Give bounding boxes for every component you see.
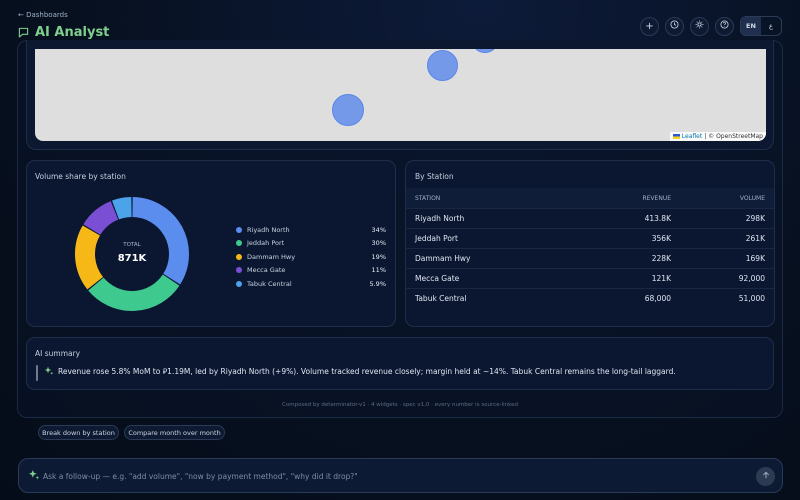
lang-en-button[interactable]: EN — [741, 17, 761, 35]
donut-slice-mecca-gate[interactable] — [83, 201, 119, 236]
legend-value: 34% — [371, 225, 386, 234]
cell-revenue: 68,000 — [644, 294, 671, 303]
legend-value: 11% — [371, 266, 386, 275]
suggestion-chip-compare[interactable]: Compare month over month — [124, 425, 225, 440]
donut-legend: Riyadh North 34% Jeddah Port 30% Dammam … — [236, 223, 386, 291]
donut-slice-riyadh-north[interactable] — [131, 197, 189, 285]
by-station-panel: By Station STATION REVENUE VOLUME Riyadh… — [405, 160, 775, 327]
table-row[interactable]: Riyadh North 413.8K 298K — [406, 208, 774, 228]
help-button[interactable] — [715, 16, 734, 36]
column-header-volume[interactable]: VOLUME — [739, 194, 765, 202]
back-to-dashboards-link[interactable]: ← Dashboards — [18, 11, 68, 19]
cell-station: Riyadh North — [415, 214, 465, 223]
station-map[interactable]: Leaflet | © OpenStreetMap — [35, 49, 766, 141]
history-button[interactable] — [665, 16, 684, 36]
table-header: STATION REVENUE VOLUME — [406, 188, 774, 208]
donut-slice-tabuk-central[interactable] — [112, 197, 132, 220]
history-icon — [670, 20, 679, 32]
legend-label: Jeddah Port — [247, 239, 285, 248]
ai-summary-panel: AI summary Revenue rose 5.8% MoM to ⃁1.1… — [26, 337, 774, 390]
cell-revenue: 413.8K — [644, 214, 671, 223]
title-row: AI Analyst — [18, 25, 109, 40]
legend-item: Riyadh North 34% — [236, 223, 386, 237]
ask-bar — [18, 458, 783, 493]
cell-revenue: 228K — [651, 254, 671, 263]
legend-swatch — [236, 240, 242, 247]
legend-value: 19% — [371, 252, 386, 261]
legend-swatch — [236, 226, 242, 233]
top-bar: ← Dashboards AI Analyst + EN ع — [0, 0, 800, 46]
send-button[interactable] — [756, 467, 775, 486]
donut-svg — [75, 197, 189, 311]
donut-chart: TOTAL 871K — [72, 194, 192, 314]
legend-item: Dammam Hwy 19% — [236, 250, 386, 264]
theme-toggle-button[interactable] — [690, 16, 709, 36]
cell-volume: 298K — [745, 214, 765, 223]
legend-label: Tabuk Central — [247, 279, 292, 288]
cell-station: Dammam Hwy — [415, 254, 471, 263]
legend-item: Jeddah Port 30% — [236, 237, 386, 251]
legend-swatch — [236, 267, 242, 274]
cell-volume: 51,000 — [738, 294, 765, 303]
osm-attribution: | © OpenStreetMap — [704, 133, 763, 140]
header-actions: + EN ع — [640, 16, 782, 36]
legend-label: Riyadh North — [247, 225, 290, 234]
legend-swatch — [236, 280, 242, 287]
new-chat-button[interactable]: + — [640, 16, 659, 36]
legend-label: Dammam Hwy — [247, 252, 296, 261]
plus-icon: + — [645, 20, 654, 32]
table-row[interactable]: Jeddah Port 356K 261K — [406, 228, 774, 248]
panel-title: By Station — [415, 172, 454, 181]
lang-ar-button[interactable]: ع — [769, 22, 773, 30]
language-switcher: EN ع — [740, 16, 782, 36]
ask-input[interactable] — [43, 468, 743, 484]
cell-volume: 92,000 — [738, 274, 765, 283]
table-row[interactable]: Mecca Gate 121K 92,000 — [406, 268, 774, 288]
suggestion-chip-break-down[interactable]: Break down by station — [38, 425, 119, 440]
table-row[interactable]: Dammam Hwy 228K 169K — [406, 248, 774, 268]
composition-footnote: Composed by determinator-v1 · 4 widgets … — [282, 402, 518, 408]
donut-total-label: TOTAL — [123, 242, 141, 248]
summary-accent-bar — [36, 365, 38, 381]
sparkle-icon — [28, 469, 40, 484]
cell-station: Jeddah Port — [415, 234, 458, 243]
cell-revenue: 121K — [651, 274, 671, 283]
donut-total-value: 871K — [117, 253, 147, 264]
map-bubble[interactable] — [474, 49, 496, 53]
volume-share-panel: Volume share by station TOTAL 871K Riyad… — [26, 160, 396, 327]
legend-item: Tabuk Central 5.9% — [236, 277, 386, 291]
legend-label: Mecca Gate — [247, 266, 286, 275]
cell-station: Mecca Gate — [415, 274, 460, 283]
chat-icon — [18, 27, 29, 38]
leaflet-link[interactable]: Leaflet — [681, 133, 703, 140]
donut-slice-jeddah-port[interactable] — [88, 274, 180, 311]
legend-value: 5.9% — [369, 279, 386, 288]
cell-revenue: 356K — [651, 234, 671, 243]
panel-title: Volume share by station — [35, 172, 126, 181]
summary-text: Revenue rose 5.8% MoM to ⃁1.19M, led by … — [58, 367, 676, 376]
cell-volume: 261K — [745, 234, 765, 243]
column-header-revenue[interactable]: REVENUE — [642, 194, 671, 202]
donut-slice-dammam-hwy[interactable] — [75, 225, 104, 290]
panel-title: AI summary — [35, 349, 81, 358]
page-title: AI Analyst — [35, 25, 110, 40]
sparkle-icon — [44, 366, 54, 379]
ukraine-flag-icon — [672, 134, 680, 139]
table-row[interactable]: Tabuk Central 68,000 51,000 — [406, 288, 774, 308]
cell-station: Tabuk Central — [415, 294, 467, 303]
map-bubble[interactable] — [427, 50, 458, 81]
legend-swatch — [236, 253, 242, 260]
legend-item: Mecca Gate 11% — [236, 264, 386, 278]
map-attribution: Leaflet | © OpenStreetMap — [669, 132, 766, 141]
sun-icon — [695, 20, 704, 32]
legend-value: 30% — [371, 239, 386, 248]
arrow-up-icon — [762, 471, 770, 482]
help-icon — [720, 20, 729, 32]
column-header-station[interactable]: STATION — [415, 194, 441, 202]
cell-volume: 169K — [745, 254, 765, 263]
map-bubble[interactable] — [332, 94, 364, 126]
